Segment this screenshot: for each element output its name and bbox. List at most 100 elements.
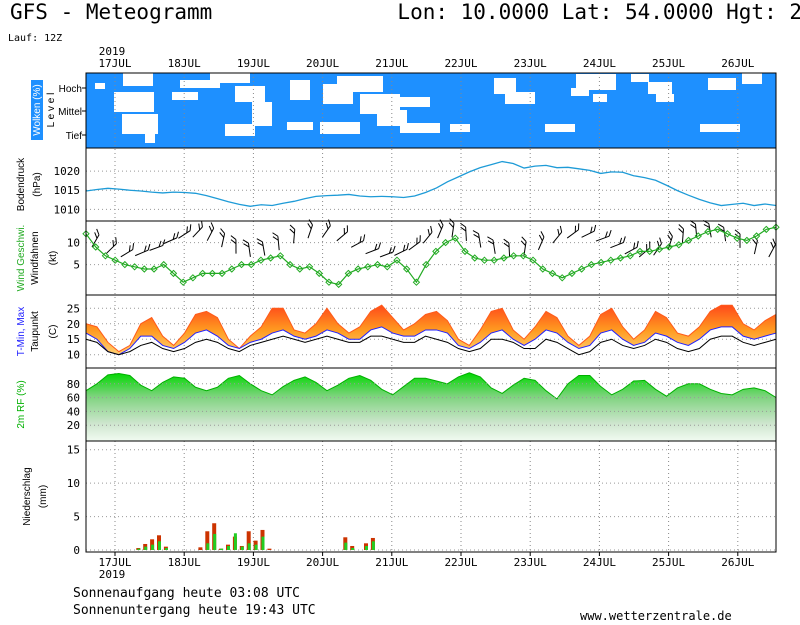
wind-barb-feather (242, 239, 249, 244)
wind-barb (566, 223, 580, 239)
day-label-bottom: 25JUL (652, 556, 685, 569)
wind-barb-feather (176, 231, 179, 239)
wind-barb-feather (559, 225, 563, 233)
wind-barb-feather (416, 237, 418, 245)
wind-speed-marker (743, 236, 751, 245)
wind-speed-marker (412, 278, 421, 286)
wind-barb-staff (379, 251, 394, 258)
wind-barb-feather (346, 225, 348, 232)
wind-speed-marker (228, 265, 236, 273)
wind-speed-marker (189, 274, 197, 282)
wind-speed-marker (305, 263, 314, 271)
wind-barb-feather (472, 230, 479, 235)
day-label-bottom: 20JUL (306, 556, 339, 569)
sunset-text: Sonnenuntergang heute 19:43 UTC (73, 603, 316, 618)
humidity-tick-label: 20 (67, 419, 80, 432)
wind-barb (120, 243, 135, 258)
wind-barb-feather (752, 238, 757, 245)
wind-barb (135, 243, 151, 257)
wind-speed-marker (111, 256, 119, 264)
day-label-top: 22JUL (444, 57, 477, 70)
cloud-cell (390, 97, 430, 107)
pressure-line (85, 160, 777, 207)
wind-barb-feather (112, 240, 115, 247)
wind-speed-marker (364, 263, 372, 271)
wind-barb-staff (135, 249, 149, 257)
day-label-top: 19JUL (237, 57, 270, 70)
wind-speed-marker (266, 254, 275, 262)
wind-barb-staff (465, 226, 467, 241)
cloud-level-label: Tief (66, 131, 83, 142)
wind-barb-feather (619, 237, 623, 245)
wind-barb-feather (659, 237, 662, 244)
wind-barb-feather (577, 223, 580, 230)
cloud-cell (576, 74, 616, 90)
wind-barb (350, 234, 366, 248)
wind-barb-label: Windfahnen (30, 231, 41, 284)
wind-barb-feather (189, 224, 192, 231)
cloud-cell (545, 124, 575, 132)
wind-barb-staff (350, 240, 364, 248)
cloud-cell (95, 83, 105, 89)
wind-speed-marker (568, 269, 576, 278)
wind-speed-marker (218, 269, 226, 278)
wind-barb-staff (451, 223, 455, 238)
wind-barb-feather (503, 238, 510, 244)
wind-barb-feather (608, 229, 612, 237)
wind-barb-feather (590, 226, 593, 234)
wind-speed-marker (548, 269, 557, 278)
wind-speed-marker (451, 234, 460, 242)
day-label-top: 20JUL (306, 57, 339, 70)
wind-barb (219, 228, 226, 248)
wind-speed-marker (713, 225, 722, 234)
day-label-bottom: 23JUL (514, 556, 547, 569)
wind-barb-feather (438, 223, 442, 230)
precip-convective-bar (233, 533, 237, 550)
precip-rain-bar (267, 548, 272, 550)
wind-barb (192, 220, 203, 238)
wind-barb (206, 222, 215, 241)
wind-speed-marker (150, 265, 158, 273)
wind-speed-marker (169, 269, 178, 278)
wind-barb-feather (460, 222, 466, 228)
wind-barb-feather (359, 236, 362, 243)
wind-barb-staff (192, 226, 203, 238)
wind-speed-marker (636, 247, 644, 256)
wind-barb-staff (681, 228, 684, 243)
wind-barb-staff (552, 231, 563, 244)
wind-barb-feather (538, 234, 543, 241)
wind-barb-staff (478, 233, 482, 248)
wind-barb-staff (365, 248, 379, 255)
wind-speed-marker (519, 252, 528, 260)
wind-barb-feather (158, 240, 162, 248)
cloud-ylabel-bg (31, 80, 43, 140)
cloud-cell (505, 92, 535, 104)
temp-tick-label: 15 (67, 333, 80, 346)
cloud-cell (337, 76, 383, 92)
wind-barb-feather (734, 229, 741, 235)
wind-barb-feather (487, 240, 494, 245)
wind-barb (552, 225, 563, 244)
pressure-ylabel: Bodendruck (16, 157, 27, 211)
wind-barb-feather (388, 247, 392, 254)
wind-speed-marker (179, 278, 187, 286)
cloud-cell (400, 123, 440, 133)
wind-barb-staff (336, 231, 348, 242)
wind-barb (394, 243, 409, 256)
wind-barb (106, 237, 117, 254)
wind-barb-staff (307, 224, 313, 239)
wind-speed-marker (616, 254, 625, 262)
day-label-top: 21JUL (375, 57, 408, 70)
wind-barb-feather (402, 244, 406, 252)
wind-barb-staff (91, 234, 100, 248)
cloud-cell (656, 94, 674, 102)
wind-speed-marker (752, 232, 761, 240)
wind-barb-feather (678, 224, 684, 230)
wind-barb (178, 224, 192, 239)
wind-barb-feather (219, 232, 225, 238)
wind-barb-feather (633, 242, 636, 250)
cloud-cell (235, 86, 265, 102)
wind-barb-feather (115, 237, 117, 244)
wind-barb (408, 235, 421, 251)
humidity-ylabel: 2m RF (%) (16, 380, 27, 428)
